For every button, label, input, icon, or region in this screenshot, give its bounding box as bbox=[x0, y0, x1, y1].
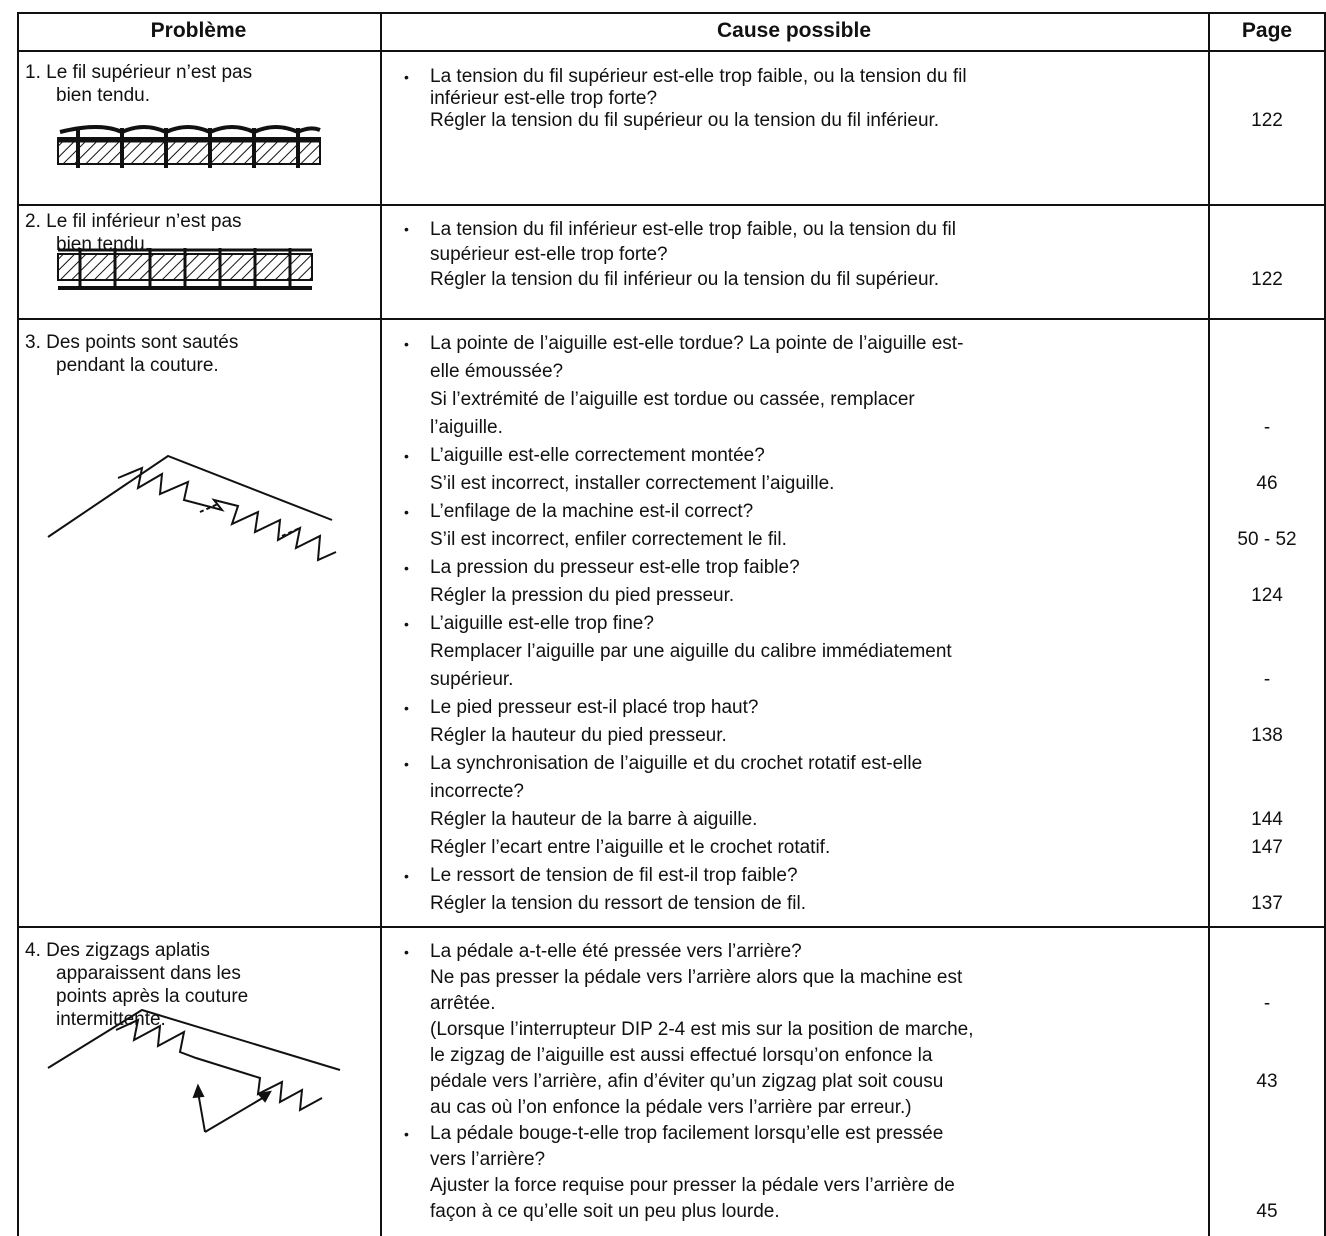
cause-text: le zigzag de l’aiguille est aussi effect… bbox=[430, 1045, 933, 1066]
page-ref: 50 - 52 bbox=[1237, 529, 1297, 550]
bullet: • bbox=[404, 221, 409, 237]
bullet: • bbox=[404, 700, 409, 716]
rule bbox=[17, 12, 1326, 14]
page-ref: 137 bbox=[1251, 893, 1283, 914]
page-ref: - bbox=[1263, 669, 1271, 690]
bullet: • bbox=[404, 448, 409, 464]
cause-text: La synchronisation de l’aiguille et du c… bbox=[430, 753, 923, 774]
cause-text: Le ressort de tension de fil est-il trop… bbox=[430, 865, 798, 886]
cause-text: La pointe de l’aiguille est-elle tordue?… bbox=[430, 333, 964, 354]
problem-text: 2. Le fil inférieur n’est pas bbox=[25, 211, 242, 232]
cause-text: pédale vers l’arrière, afin d’éviter qu’… bbox=[430, 1071, 944, 1092]
stitch-illustration-1 bbox=[57, 125, 321, 168]
cause-text: (Lorsque l’interrupteur DIP 2-4 est mis … bbox=[430, 1019, 974, 1040]
bullet: • bbox=[404, 756, 409, 772]
cause-text: l’aiguille. bbox=[430, 417, 503, 438]
cause-text: Si l’extrémité de l’aiguille est tordue … bbox=[430, 389, 915, 410]
page-ref: 122 bbox=[1251, 110, 1283, 131]
cause-text: Régler la tension du ressort de tension … bbox=[430, 893, 806, 914]
cause-text: Régler l’ecart entre l’aiguille et le cr… bbox=[430, 837, 831, 858]
cause-text: supérieur est-elle trop forte? bbox=[430, 244, 668, 265]
cause-text: elle émoussée? bbox=[430, 361, 564, 382]
cause-text: Ajuster la force requise pour presser la… bbox=[430, 1175, 955, 1196]
page-ref: 144 bbox=[1251, 809, 1283, 830]
page-ref: - bbox=[1263, 417, 1271, 438]
problem-text: pendant la couture. bbox=[56, 355, 219, 376]
cause-text: arrêtée. bbox=[430, 993, 496, 1014]
page-ref: 46 bbox=[1256, 473, 1278, 494]
cause-text: La pédale bouge-t-elle trop facilement l… bbox=[430, 1123, 944, 1144]
cause-text: inférieur est-elle trop forte? bbox=[430, 88, 658, 109]
zigzag-illustration-3 bbox=[47, 454, 337, 562]
cause-text: L’aiguille est-elle correctement montée? bbox=[430, 445, 765, 466]
problem-text: 3. Des points sont sautés bbox=[25, 332, 239, 353]
cause-text: Régler la hauteur du pied presseur. bbox=[430, 725, 727, 746]
cause-text: L’enfilage de la machine est-il correct? bbox=[430, 501, 754, 522]
bullet: • bbox=[404, 944, 409, 960]
cause-text: vers l’arrière? bbox=[430, 1149, 546, 1170]
bullet: • bbox=[404, 616, 409, 632]
page-ref: 43 bbox=[1256, 1071, 1278, 1092]
bullet: • bbox=[404, 504, 409, 520]
header-cell: Cause possible bbox=[716, 19, 872, 42]
header-cell: Page bbox=[1241, 19, 1293, 42]
page-ref: 138 bbox=[1251, 725, 1283, 746]
problem-text: intermittente. bbox=[56, 1009, 166, 1030]
page-ref: 122 bbox=[1251, 269, 1283, 290]
bullet: • bbox=[404, 336, 409, 352]
cause-text: façon à ce qu’elle soit un peu plus lour… bbox=[430, 1201, 780, 1222]
problem-text: bien tendu. bbox=[56, 234, 151, 255]
rule bbox=[380, 12, 382, 1236]
bullet: • bbox=[404, 69, 409, 85]
bullet: • bbox=[404, 560, 409, 576]
rule bbox=[17, 204, 1326, 206]
zigzag-illustration-4 bbox=[47, 1008, 341, 1133]
page-ref: - bbox=[1263, 993, 1271, 1014]
cause-text: La tension du fil inférieur est-elle tro… bbox=[430, 219, 956, 240]
cause-text: S’il est incorrect, installer correcteme… bbox=[430, 473, 835, 494]
bullet: • bbox=[404, 868, 409, 884]
problem-text: points après la couture bbox=[56, 986, 249, 1007]
cause-text: La pression du presseur est-elle trop fa… bbox=[430, 557, 800, 578]
cause-text: Remplacer l’aiguille par une aiguille du… bbox=[430, 641, 952, 662]
cause-text: Régler la pression du pied presseur. bbox=[430, 585, 735, 606]
problem-text: 1. Le fil supérieur n’est pas bbox=[25, 62, 253, 83]
problem-text: 4. Des zigzags aplatis bbox=[25, 940, 210, 961]
rule bbox=[1324, 12, 1326, 1236]
cause-text: incorrecte? bbox=[430, 781, 524, 802]
cause-text: au cas où l’on enfonce la pédale vers l’… bbox=[430, 1097, 912, 1118]
cause-text: La pédale a-t-elle été pressée vers l’ar… bbox=[430, 941, 802, 962]
cause-text: S’il est incorrect, enfiler correctement… bbox=[430, 529, 787, 550]
rule bbox=[1208, 12, 1210, 1236]
cause-text: Ne pas presser la pédale vers l’arrière … bbox=[430, 967, 963, 988]
cause-text: Le pied presseur est-il placé trop haut? bbox=[430, 697, 759, 718]
page-ref: 45 bbox=[1256, 1201, 1278, 1222]
cause-text: Régler la tension du fil inférieur ou la… bbox=[430, 269, 940, 290]
page-ref: 147 bbox=[1251, 837, 1283, 858]
cause-text: Régler la tension du fil supérieur ou la… bbox=[430, 110, 940, 131]
stitch-illustration-2 bbox=[57, 248, 313, 290]
cause-text: Régler la hauteur de la barre à aiguille… bbox=[430, 809, 758, 830]
rule bbox=[17, 12, 19, 1236]
page-ref: 124 bbox=[1251, 585, 1283, 606]
rule bbox=[17, 926, 1326, 928]
rule bbox=[17, 50, 1326, 52]
rule bbox=[17, 318, 1326, 320]
bullet: • bbox=[404, 1126, 409, 1142]
problem-text: bien tendu. bbox=[56, 85, 151, 106]
header-cell: Problème bbox=[150, 19, 247, 42]
problem-text: apparaissent dans les bbox=[56, 963, 241, 984]
cause-text: La tension du fil supérieur est-elle tro… bbox=[430, 66, 967, 87]
cause-text: L’aiguille est-elle trop fine? bbox=[430, 613, 654, 634]
cause-text: supérieur. bbox=[430, 669, 514, 690]
